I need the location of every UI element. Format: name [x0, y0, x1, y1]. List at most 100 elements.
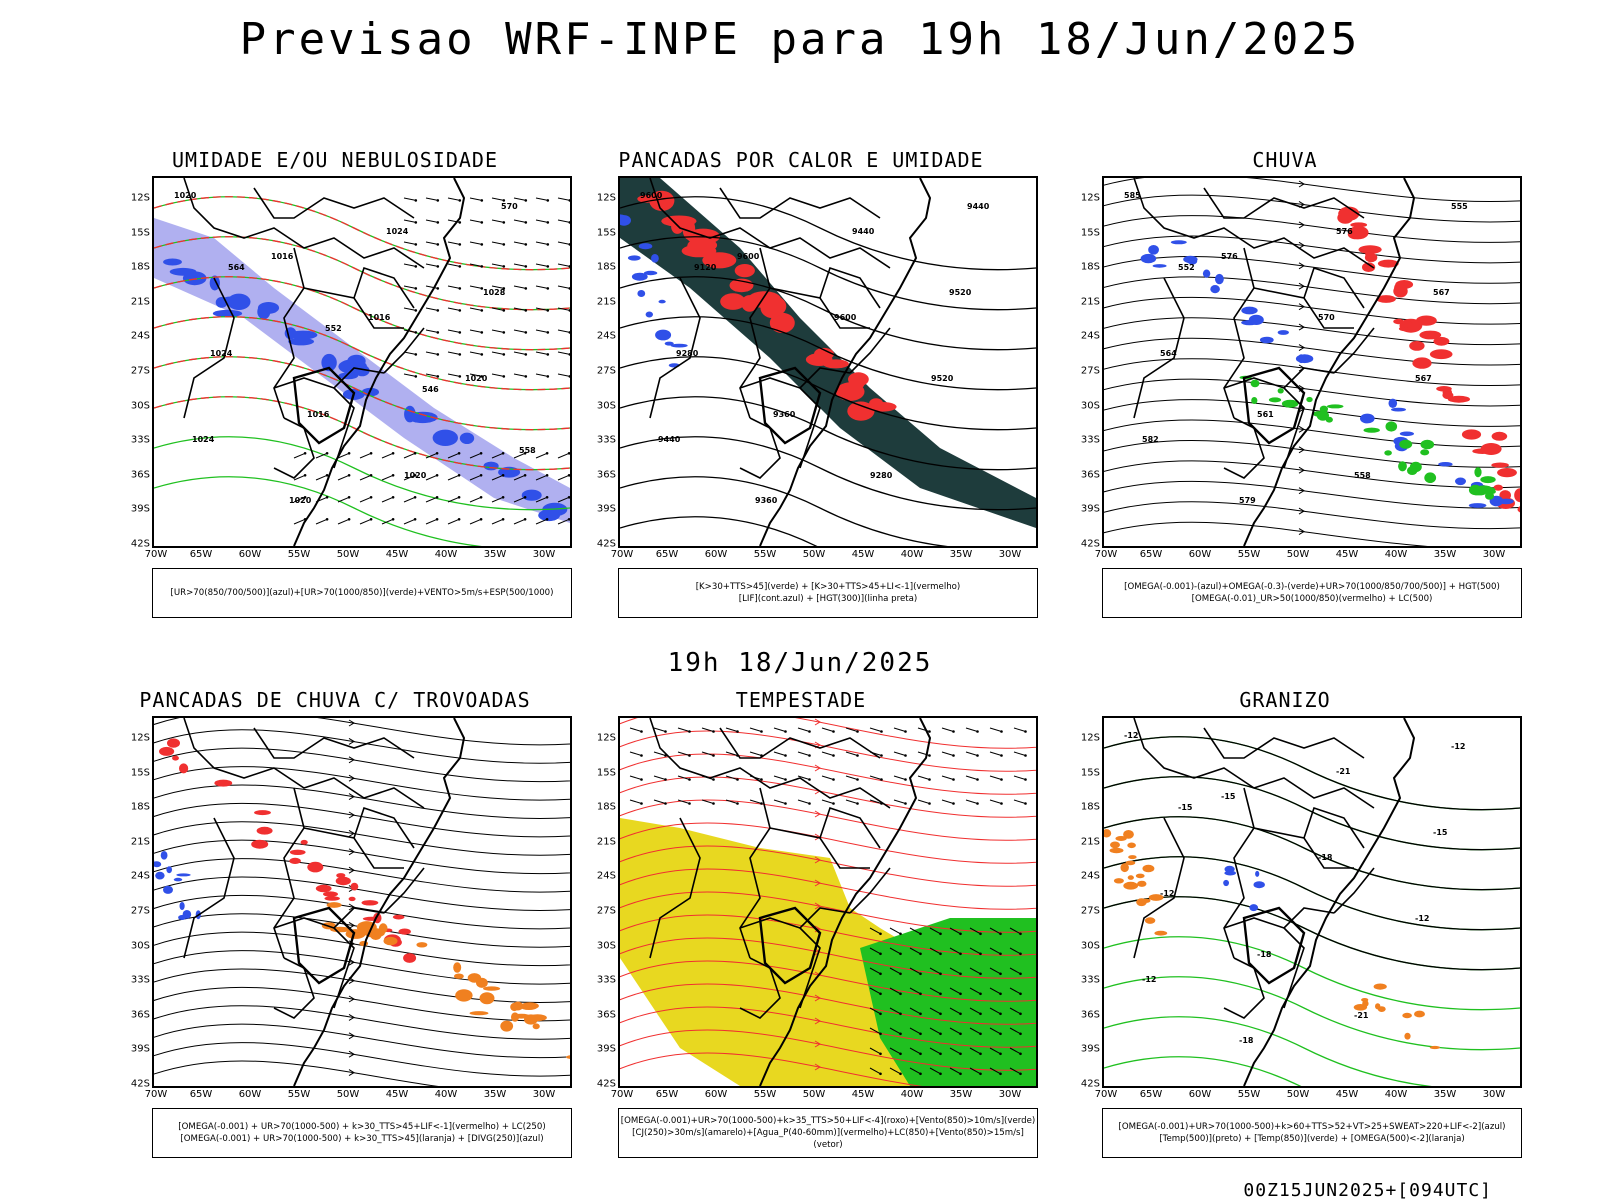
vector-head — [525, 199, 528, 202]
streamline — [154, 859, 570, 893]
border-line — [740, 418, 780, 478]
wind-vector — [966, 752, 978, 756]
shower-area — [528, 1014, 547, 1021]
legend-line: [OMEGA(-0.001)+UR>70(1000-500)+k>35_TTS>… — [621, 1115, 1036, 1127]
wind-vector — [382, 475, 393, 480]
contour-label: 1020 — [465, 374, 488, 383]
wind-vector — [774, 752, 786, 756]
shower-area — [384, 937, 398, 946]
wind-vector — [822, 800, 834, 804]
wind-vector — [448, 352, 460, 354]
legend-pancadas-trovoadas: [OMEGA(-0.001) + UR>70(1000-500) + k>30_… — [152, 1108, 572, 1158]
wind-vector — [448, 330, 460, 332]
contour-label: -12 — [1142, 975, 1156, 984]
lon-tick-label: 45W — [1336, 1089, 1359, 1100]
vector-head — [976, 730, 979, 733]
wind-vector — [426, 198, 438, 200]
omega500-area — [1136, 898, 1147, 906]
lon-tick-label: 40W — [901, 549, 924, 560]
lon-tick-label: 30W — [533, 1089, 556, 1100]
lon-tick-label: 55W — [288, 549, 311, 560]
contour-label: 1016 — [307, 410, 330, 419]
storm-area — [257, 827, 273, 835]
rain-area — [1359, 245, 1382, 254]
vector-head — [547, 331, 550, 334]
streamline — [154, 718, 570, 745]
vector-head — [1024, 754, 1027, 757]
vector-head — [415, 221, 418, 224]
contour-label: 1024 — [386, 227, 409, 236]
wind-vector — [726, 728, 738, 732]
contour-label: 558 — [519, 446, 536, 455]
contour-label: 564 — [1160, 349, 1177, 358]
omega500-area — [1414, 1011, 1425, 1018]
border-line — [384, 328, 424, 373]
instability-core — [661, 216, 696, 227]
contour-label: 552 — [1178, 263, 1195, 272]
lat-tick-label: 24S — [1081, 871, 1100, 882]
legend-pancadas-calor: [K>30+TTS>45](verde) + [K>30+TTS>45+LI<-… — [618, 568, 1038, 618]
wind-vector — [1014, 776, 1026, 780]
lat-tick-label: 18S — [597, 262, 616, 273]
vector-head — [370, 496, 373, 499]
temp850-contour — [1104, 1017, 1520, 1086]
vector-head — [502, 474, 505, 477]
vector-head — [736, 730, 739, 733]
lat-tick-label: 15S — [1081, 767, 1100, 778]
temp500-contour — [1104, 817, 1520, 890]
vector-head — [999, 1073, 1002, 1076]
vector-head — [939, 1073, 942, 1076]
wind-vector — [492, 330, 504, 332]
streamline — [154, 877, 570, 911]
lon-tick-label: 40W — [435, 1089, 458, 1100]
vector-head — [899, 933, 902, 936]
vector-head — [1000, 730, 1003, 733]
streamline — [1104, 502, 1520, 529]
map-pancadas-trovoadas — [152, 716, 572, 1088]
lat-tick-label: 15S — [131, 767, 150, 778]
contour-label: 9280 — [676, 349, 699, 358]
lat-tick-label: 33S — [131, 435, 150, 446]
hail-area — [1223, 880, 1229, 886]
vector-head — [415, 353, 418, 356]
wind-vector — [1014, 752, 1026, 756]
vector-head — [880, 778, 883, 781]
vector-head — [304, 452, 307, 455]
wind-vector — [942, 752, 954, 756]
shower-area — [455, 989, 472, 1001]
wind-vector — [360, 519, 371, 524]
vector-head — [664, 730, 667, 733]
divergence-area — [166, 866, 172, 873]
vector-head — [928, 754, 931, 757]
strong-omega-area — [1278, 388, 1284, 393]
vector-head — [664, 778, 667, 781]
contour-label: 9120 — [694, 263, 717, 272]
vector-head — [712, 754, 715, 757]
vector-head — [939, 1053, 942, 1056]
vector-head — [547, 243, 550, 246]
divergence-area — [155, 872, 164, 880]
vector-head — [414, 452, 417, 455]
wind-vector — [316, 519, 327, 524]
vector-head — [458, 518, 461, 521]
lat-tick-label: 24S — [131, 871, 150, 882]
contour-label: 9440 — [967, 202, 990, 211]
streamline — [1104, 440, 1520, 467]
shower-area — [359, 941, 368, 946]
border-line — [1334, 868, 1374, 913]
vector-head — [414, 518, 417, 521]
strong-omega-area — [1424, 472, 1436, 483]
lat-tick-label: 30S — [597, 400, 616, 411]
lon-tick-label: 65W — [1140, 1089, 1163, 1100]
lon-tick-label: 70W — [145, 1089, 168, 1100]
omega500-area — [1136, 874, 1145, 879]
contour-label: -15 — [1221, 792, 1236, 801]
omega500-area — [1378, 1006, 1386, 1012]
wind-vector — [536, 330, 548, 332]
vector-head — [1019, 953, 1022, 956]
